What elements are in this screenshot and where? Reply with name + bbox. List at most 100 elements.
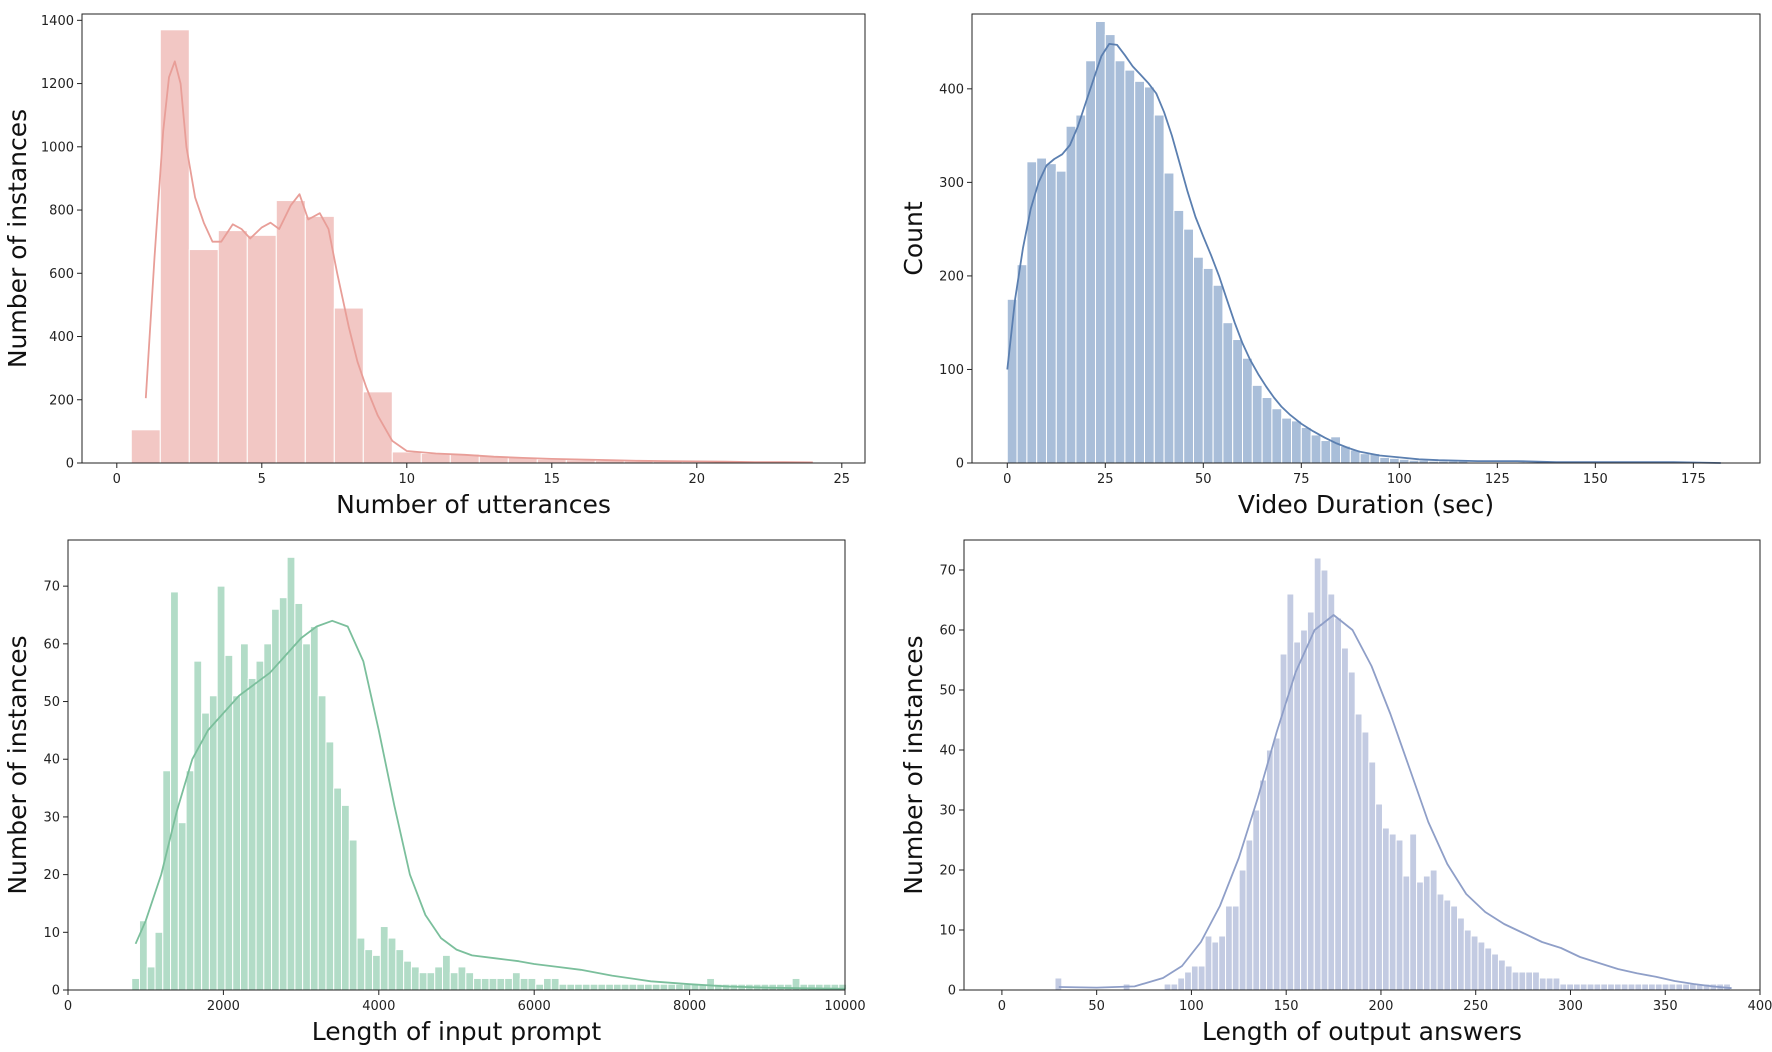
histogram-bar xyxy=(1354,713,1363,991)
histogram-bar xyxy=(519,977,529,991)
histogram-bar xyxy=(232,695,241,991)
x-tick-label: 5 xyxy=(258,472,266,487)
histogram-bar xyxy=(1232,339,1244,464)
histogram-bar xyxy=(1104,34,1116,464)
histogram-bar xyxy=(403,960,412,991)
histogram-bar xyxy=(1183,228,1195,464)
histogram-bar xyxy=(1593,983,1602,991)
y-tick-label: 40 xyxy=(43,753,60,768)
histogram-bar xyxy=(341,804,350,991)
histogram-bar xyxy=(193,660,203,991)
histogram-bar xyxy=(504,977,513,991)
x-tick-label: 10000 xyxy=(824,999,865,1014)
x-tick-label: 400 xyxy=(1748,999,1772,1014)
x-axis-title: Video Duration (sec) xyxy=(1238,490,1494,519)
histogram-bar xyxy=(1286,593,1295,991)
y-tick-label: 200 xyxy=(49,393,74,408)
histogram-bar xyxy=(1211,941,1220,991)
chart-panel-3: 0 2000 4000 6000 8000 10000 0 10 20 30 40 50 60 70 Len… xyxy=(3,539,866,1046)
histogram-bar xyxy=(1559,983,1568,991)
histogram-bar xyxy=(1271,408,1283,464)
histogram-bar xyxy=(434,966,444,991)
histogram-bar xyxy=(302,643,311,991)
y-tick-label: 200 xyxy=(939,269,964,284)
histogram-bar xyxy=(1525,971,1534,991)
histogram-bar xyxy=(1368,761,1377,991)
histogram-bar xyxy=(1114,60,1126,464)
histogram-bar xyxy=(1381,827,1390,991)
histogram-bar xyxy=(558,983,568,991)
histogram-bar xyxy=(208,695,218,991)
histogram-bar xyxy=(1320,440,1332,464)
histogram-bar xyxy=(527,977,537,991)
x-tick-label: 200 xyxy=(1369,999,1394,1014)
histogram-bar xyxy=(1163,983,1172,991)
histogram-bar xyxy=(420,453,451,464)
histogram-bar xyxy=(1566,983,1575,991)
histogram-bar xyxy=(1202,267,1214,464)
histogram-bar xyxy=(1177,977,1186,991)
histogram-bar xyxy=(1359,453,1371,464)
histogram-bar xyxy=(1477,941,1486,991)
histogram-bar xyxy=(1641,983,1650,991)
histogram-bar xyxy=(651,983,661,991)
x-axis-title: Number of utterances xyxy=(336,490,611,519)
histogram-bar xyxy=(465,972,475,991)
histogram-bar xyxy=(1320,569,1329,991)
histogram-bar xyxy=(1184,971,1192,991)
histogram-bar xyxy=(667,983,677,991)
histogram-bar xyxy=(1293,641,1302,991)
x-tick-label: 150 xyxy=(1274,999,1299,1014)
x-tick-label: 50 xyxy=(1088,999,1105,1014)
x-axis-title: Length of input prompt xyxy=(312,1017,602,1046)
histogram-bar xyxy=(1045,163,1057,464)
histogram-bar xyxy=(605,983,614,991)
histogram-bar xyxy=(146,966,156,991)
x-tick-label: 100 xyxy=(1387,472,1412,487)
kde-curve xyxy=(134,619,846,990)
y-tick-label: 600 xyxy=(49,267,74,282)
histogram-bar xyxy=(263,643,273,991)
histogram-bar xyxy=(1245,839,1254,991)
histogram-bar xyxy=(1313,557,1322,991)
x-tick-label: 175 xyxy=(1681,472,1706,487)
histogram-bar xyxy=(675,983,684,991)
histogram-bar xyxy=(1620,983,1629,991)
histogram-bar xyxy=(1163,172,1175,464)
y-tick-label: 60 xyxy=(939,624,956,639)
histogram-bar xyxy=(201,712,210,991)
histogram-bar xyxy=(1265,749,1274,991)
histogram-bar xyxy=(372,954,381,991)
y-tick-label: 300 xyxy=(939,176,964,191)
histogram-bar xyxy=(246,234,277,464)
histogram-bar xyxy=(1231,905,1240,991)
x-tick-label: 300 xyxy=(1558,999,1583,1014)
y-tick-label: 60 xyxy=(43,637,60,652)
x-tick-label: 6000 xyxy=(518,999,551,1014)
histogram-bar xyxy=(1055,170,1067,464)
histogram-bar xyxy=(1222,322,1234,464)
x-tick-label: 2000 xyxy=(207,999,240,1014)
histogram-bar xyxy=(217,230,248,464)
histogram-bar xyxy=(1204,935,1213,991)
histogram-bar xyxy=(442,954,451,991)
histogram-bar xyxy=(255,660,265,991)
histogram-bar xyxy=(473,977,482,991)
histogram-bar xyxy=(597,983,607,991)
histogram-bar xyxy=(1334,617,1343,991)
x-tick-label: 15 xyxy=(544,472,561,487)
histogram-bar xyxy=(1143,86,1155,464)
histogram-bar xyxy=(1300,629,1308,991)
histogram-bar xyxy=(1613,983,1622,991)
plot-frame xyxy=(971,13,1761,464)
histogram-bar xyxy=(480,977,490,991)
histogram-bar xyxy=(1436,893,1445,991)
histogram-bar xyxy=(1545,977,1554,991)
histogram-bar xyxy=(1504,965,1513,991)
histogram-bar xyxy=(1124,69,1136,464)
histogram-bar xyxy=(1395,839,1404,991)
histogram-bar xyxy=(1341,647,1349,991)
histogram-bar xyxy=(612,983,622,991)
histogram-bar xyxy=(185,770,195,991)
x-tick-label: 0 xyxy=(64,999,72,1014)
